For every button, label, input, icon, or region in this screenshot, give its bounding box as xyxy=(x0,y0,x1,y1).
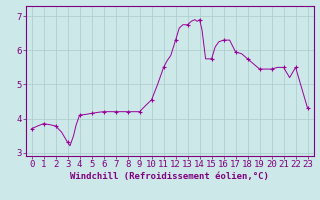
X-axis label: Windchill (Refroidissement éolien,°C): Windchill (Refroidissement éolien,°C) xyxy=(70,172,269,181)
